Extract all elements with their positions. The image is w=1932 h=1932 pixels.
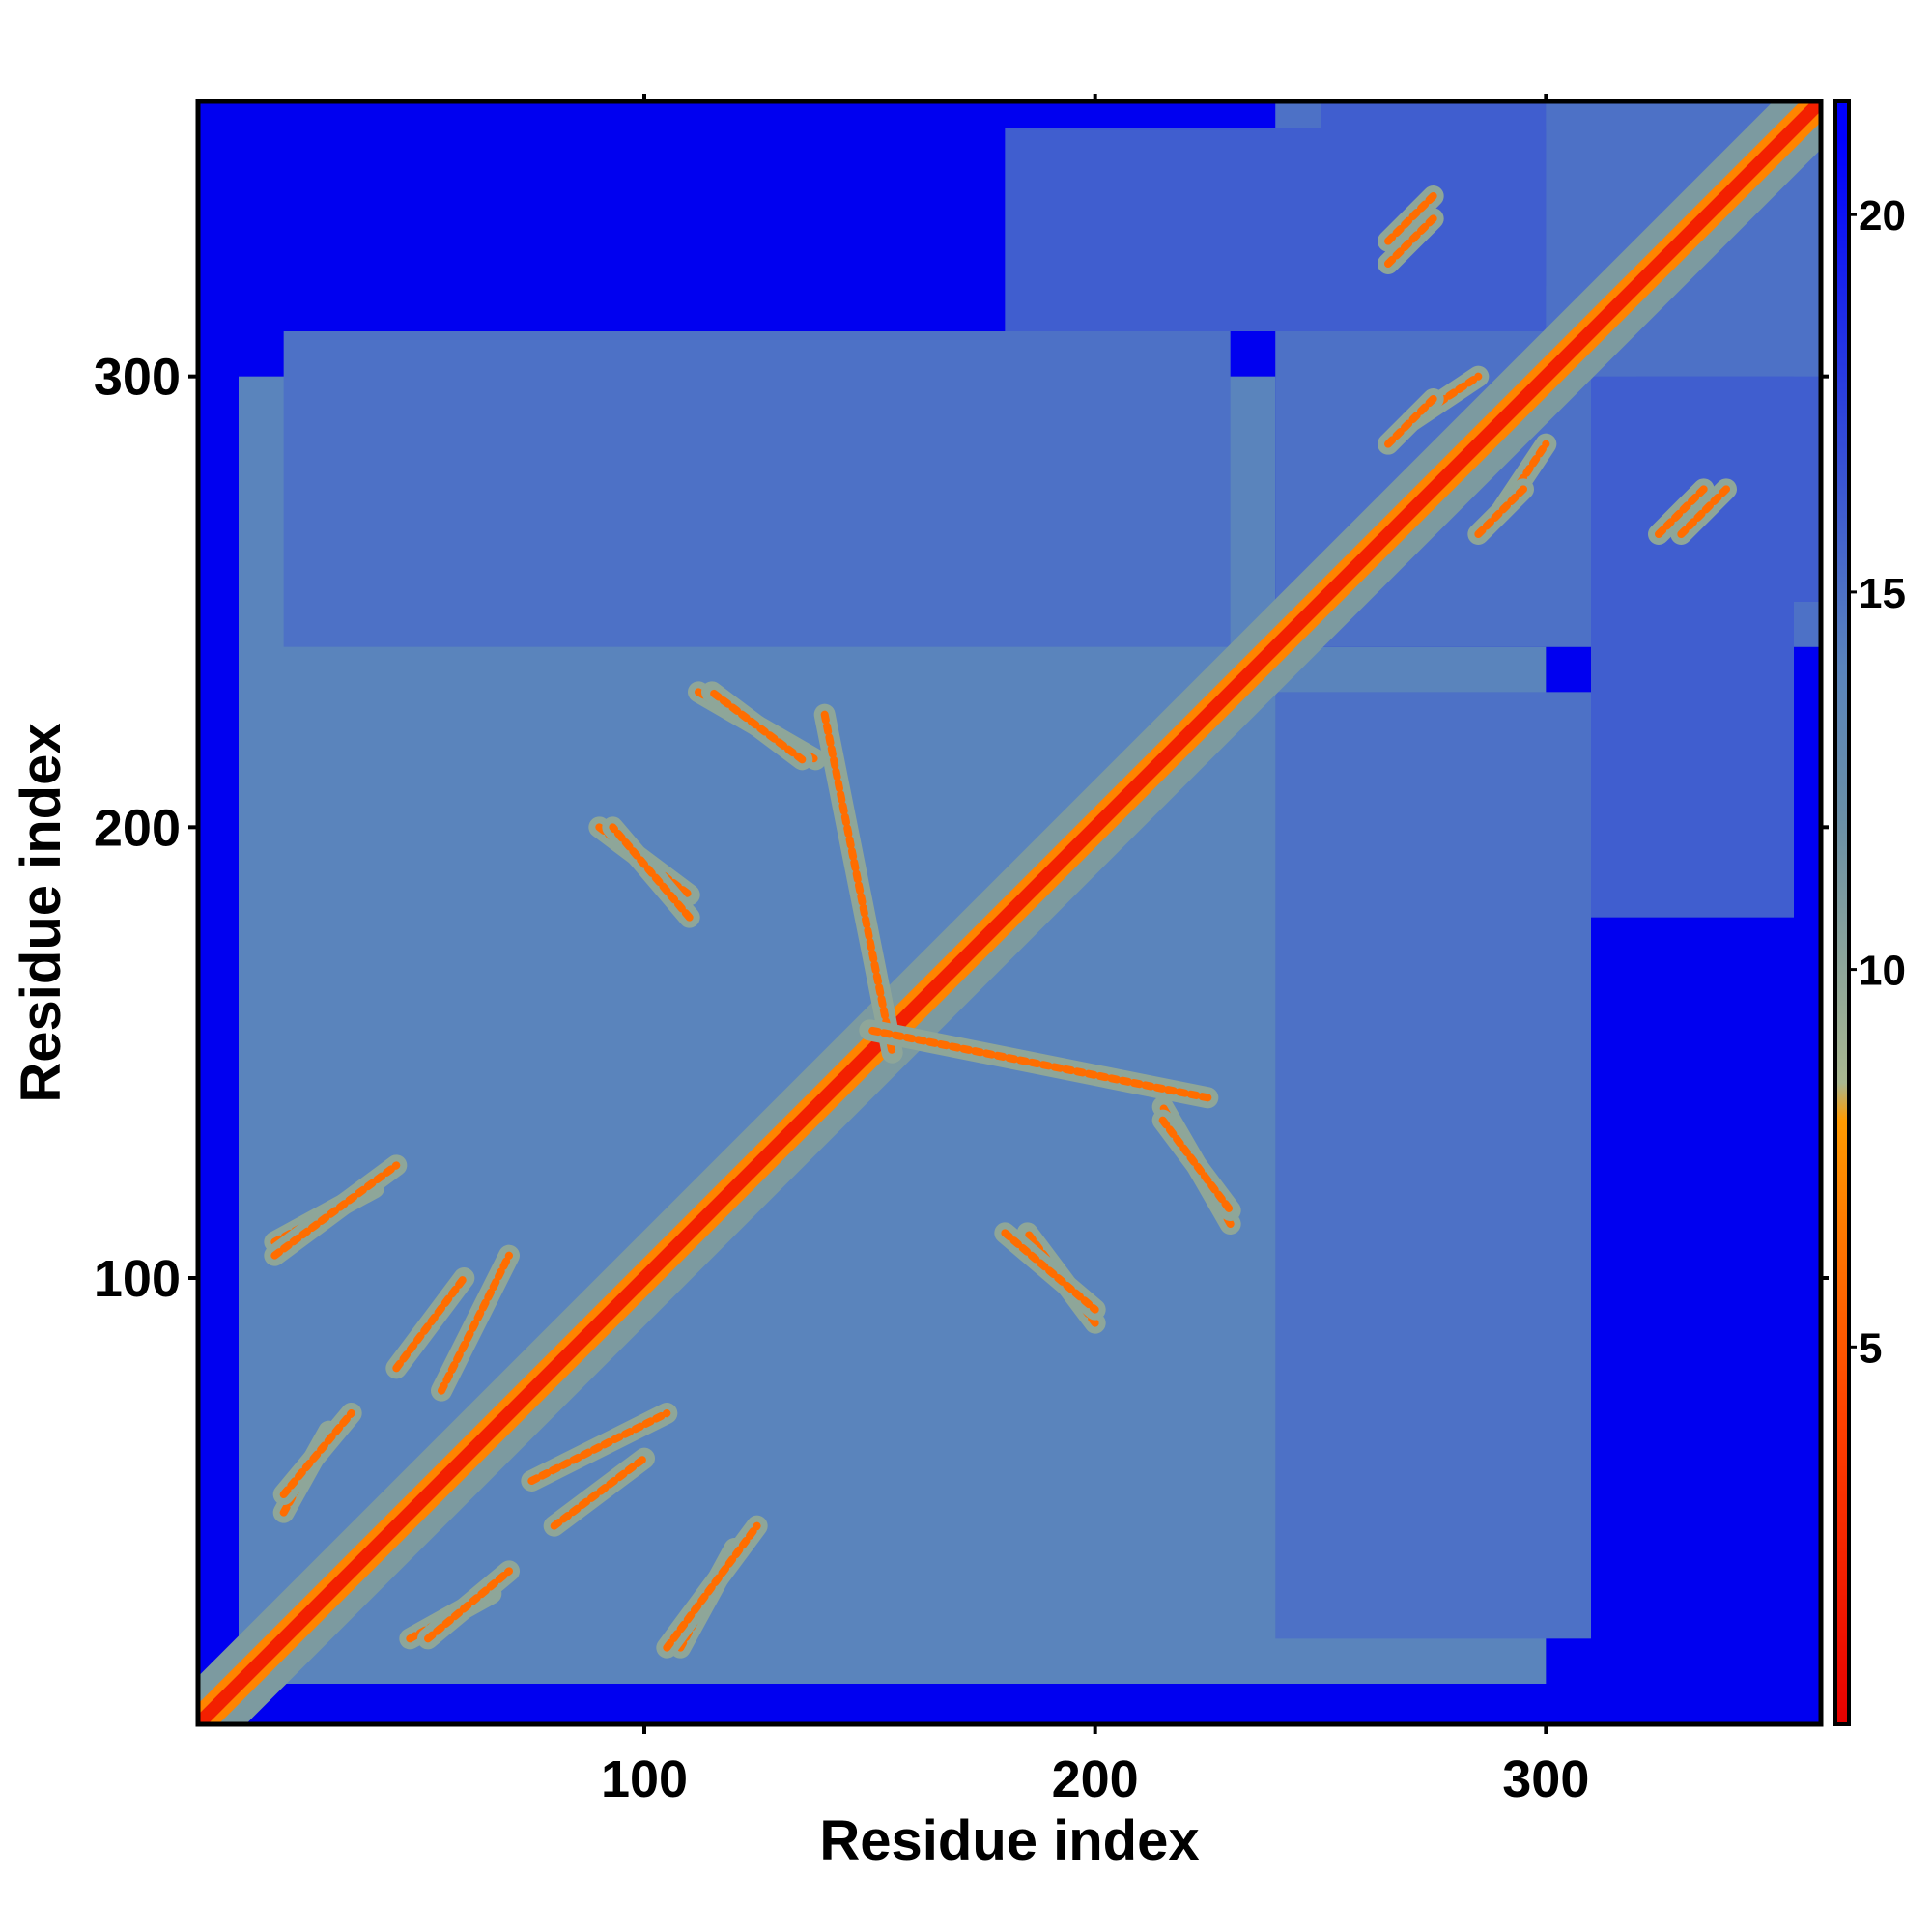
- contact-band: [1158, 1116, 1235, 1214]
- contact-band: [708, 688, 807, 764]
- diagonal-band: [198, 101, 1821, 1724]
- contact-band: [1474, 485, 1527, 538]
- colorbar-tick-label: 20: [1859, 192, 1906, 240]
- contact-band: [527, 1409, 671, 1485]
- contact-band: [1384, 192, 1437, 245]
- y-tick-label: 300: [94, 349, 181, 407]
- contact-band: [392, 1274, 469, 1373]
- contact-band: [1384, 214, 1437, 268]
- x-axis: 100 200 300: [601, 94, 1589, 1808]
- contact-band: [609, 823, 694, 922]
- contact-band: [1384, 395, 1437, 448]
- y-axis-title: Residue index: [10, 723, 72, 1102]
- contact-band: [820, 710, 896, 1057]
- contact-band: [279, 1409, 355, 1498]
- colorbar-tick-label: 5: [1859, 1324, 1882, 1372]
- contact-band: [438, 1251, 513, 1395]
- colorbar-ticks: 5 10 15 20: [1849, 192, 1906, 1372]
- x-tick-label: 100: [601, 1750, 688, 1808]
- y-tick-label: 200: [94, 799, 181, 857]
- contact-band: [1677, 485, 1730, 538]
- contact-band: [1655, 485, 1708, 538]
- plot-frame: [195, 99, 1824, 1727]
- plot-area: [198, 101, 1821, 1724]
- y-tick-label: 100: [94, 1250, 181, 1308]
- y-axis: 100 200 300: [94, 349, 1829, 1308]
- contact-band: [424, 1567, 513, 1643]
- contact-band: [663, 1521, 761, 1652]
- heatmap-domain: [1275, 692, 1591, 1639]
- colorbar-tick-label: 10: [1859, 948, 1906, 995]
- contact-band: [866, 1026, 1212, 1102]
- heatmap-domain: [283, 331, 1231, 647]
- colorbar-tick-label: 15: [1859, 570, 1906, 617]
- x-axis-title: Residue index: [819, 1809, 1199, 1872]
- x-tick-label: 300: [1502, 1750, 1589, 1808]
- x-tick-label: 200: [1052, 1750, 1139, 1808]
- contact-band: [1001, 1229, 1099, 1314]
- contact-band: [270, 1161, 401, 1260]
- contact-band: [550, 1454, 648, 1530]
- colorbar: [1833, 99, 1851, 1726]
